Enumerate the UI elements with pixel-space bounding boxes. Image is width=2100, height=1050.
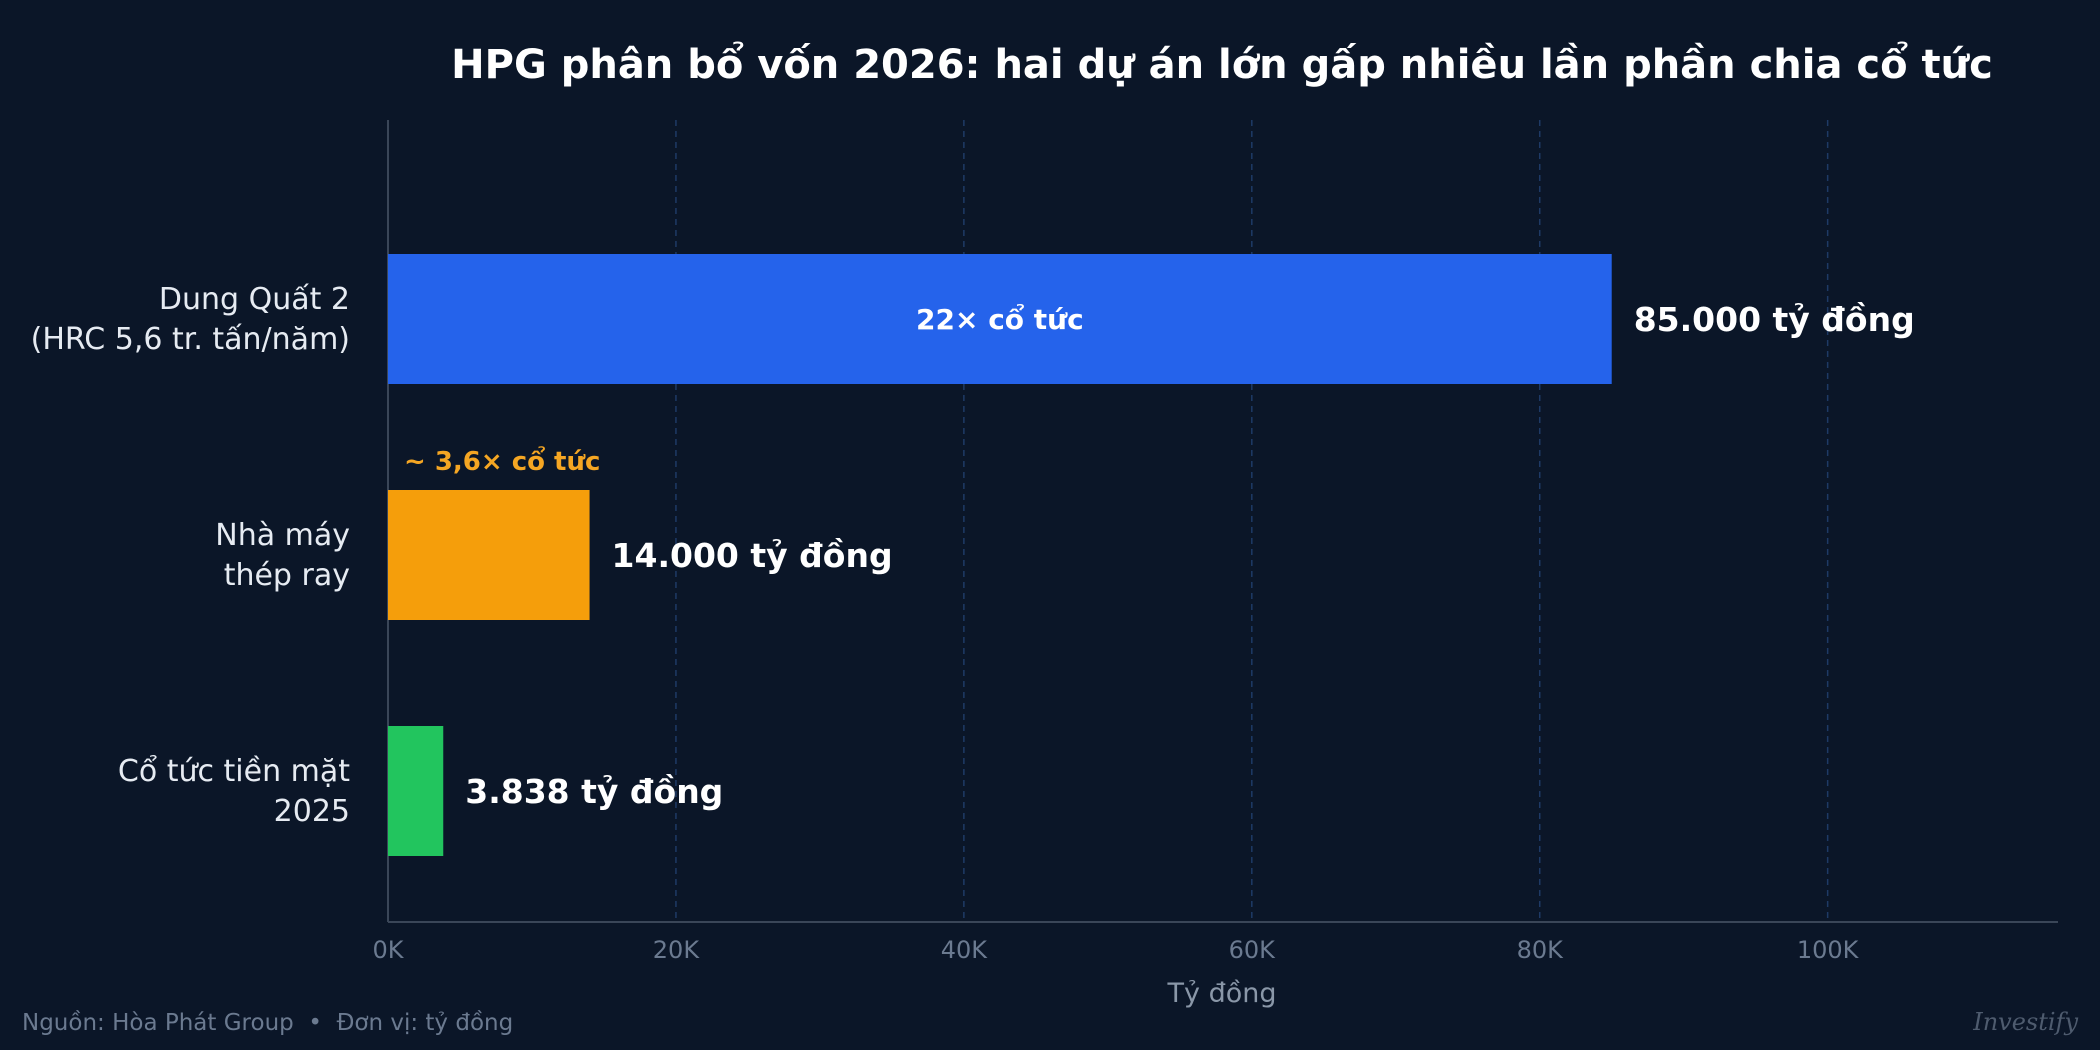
bar — [388, 490, 590, 620]
x-axis-title: Tỷ đồng — [1167, 978, 1277, 1009]
source-note: Nguồn: Hòa Phát Group • Đơn vị: tỷ đồng — [22, 1010, 513, 1036]
value-label: 14.000 tỷ đồng — [612, 536, 893, 575]
bars — [388, 254, 1612, 856]
x-tick-label: 80K — [1517, 936, 1565, 964]
category-label: Cổ tức tiền mặt 2025 — [118, 753, 350, 829]
bar-annotation: ~ 3,6× cổ tức — [404, 444, 600, 477]
chart-title: HPG phân bổ vốn 2026: hai dự án lớn gấp … — [451, 40, 1993, 88]
brand-watermark: Investify — [1972, 1008, 2078, 1036]
x-tick-label: 100K — [1797, 936, 1860, 964]
x-tick-label: 40K — [941, 936, 989, 964]
category-label: Dung Quất 2 (HRC 5,6 tr. tấn/năm) — [31, 282, 350, 357]
labels: 0K 20K 40K 60K 80K 100K Dung Quất 2 (HRC 5,6 tr… — [31, 282, 1915, 964]
x-tick-label: 0K — [372, 936, 404, 964]
bar — [388, 254, 1612, 384]
bar-annotation: 22× cổ tức — [916, 302, 1084, 336]
category-label: Nhà máy thép ray — [215, 518, 350, 593]
x-tick-label: 20K — [653, 936, 701, 964]
x-tick-label: 60K — [1229, 936, 1277, 964]
bar — [388, 726, 444, 856]
value-label: 3.838 tỷ đồng — [465, 772, 723, 811]
value-label: 85.000 tỷ đồng — [1634, 300, 1915, 339]
gridlines — [675, 120, 1829, 922]
